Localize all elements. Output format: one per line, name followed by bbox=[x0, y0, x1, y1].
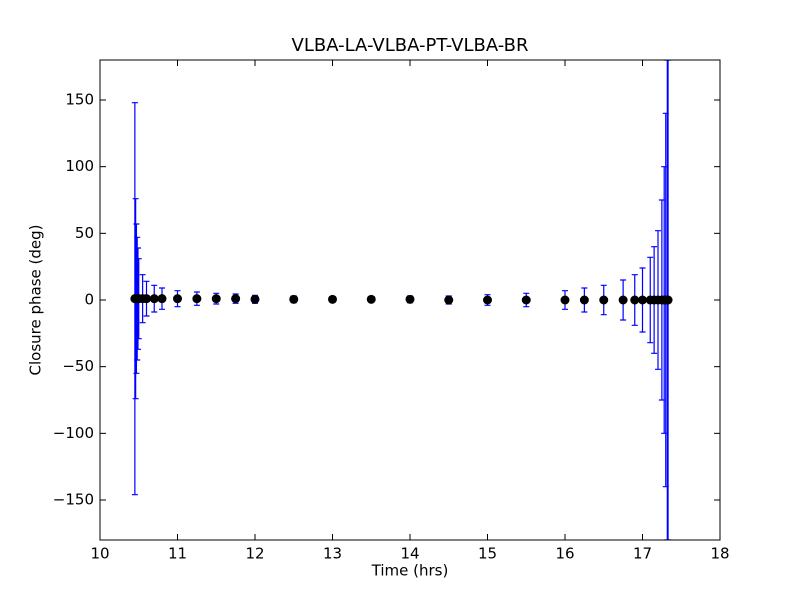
y-tick-label: 0 bbox=[84, 291, 94, 309]
data-point bbox=[599, 295, 609, 305]
x-tick-label: 14 bbox=[400, 545, 419, 563]
data-point bbox=[366, 294, 376, 304]
y-tick-label: −50 bbox=[62, 357, 94, 375]
data-point bbox=[638, 295, 647, 305]
data-point bbox=[192, 294, 202, 304]
data-point bbox=[157, 294, 167, 304]
data-point bbox=[579, 295, 589, 305]
data-point bbox=[618, 295, 628, 305]
data-point bbox=[289, 294, 299, 304]
x-tick-label: 18 bbox=[710, 545, 729, 563]
x-tick-label: 10 bbox=[90, 545, 109, 563]
chart-title: VLBA-LA-VLBA-PT-VLBA-BR bbox=[292, 35, 529, 56]
data-point bbox=[149, 294, 159, 304]
x-tick-label: 11 bbox=[168, 545, 187, 563]
y-tick-label: 50 bbox=[75, 224, 94, 242]
data-point bbox=[444, 295, 454, 305]
data-point bbox=[231, 294, 241, 304]
x-tick-label: 12 bbox=[245, 545, 264, 563]
data-point bbox=[173, 294, 182, 304]
x-tick-label: 13 bbox=[323, 545, 342, 563]
y-tick-label: −100 bbox=[53, 424, 94, 442]
y-tick-label: −150 bbox=[53, 491, 94, 509]
data-point bbox=[483, 295, 492, 305]
y-axis-label: Closure phase (deg) bbox=[27, 225, 45, 376]
data-point bbox=[328, 294, 337, 304]
data-point bbox=[630, 295, 640, 305]
x-tick-label: 17 bbox=[633, 545, 652, 563]
x-tick-label: 16 bbox=[555, 545, 574, 563]
x-axis-label: Time (hrs) bbox=[371, 562, 449, 580]
data-point bbox=[521, 295, 531, 305]
data-point bbox=[250, 294, 260, 304]
data-point bbox=[405, 294, 415, 304]
data-point bbox=[663, 295, 673, 305]
data-point bbox=[142, 294, 151, 304]
y-tick-label: 100 bbox=[65, 157, 94, 175]
plot-area bbox=[130, 60, 673, 540]
x-tick-label: 15 bbox=[478, 545, 497, 563]
data-point bbox=[211, 294, 221, 304]
axes: 10 11 12 13 14 15 16 17 18 −150 −100 −50 0 50 100 150 bbox=[53, 59, 730, 563]
y-tick-label: 150 bbox=[65, 91, 94, 109]
data-point bbox=[560, 295, 570, 305]
